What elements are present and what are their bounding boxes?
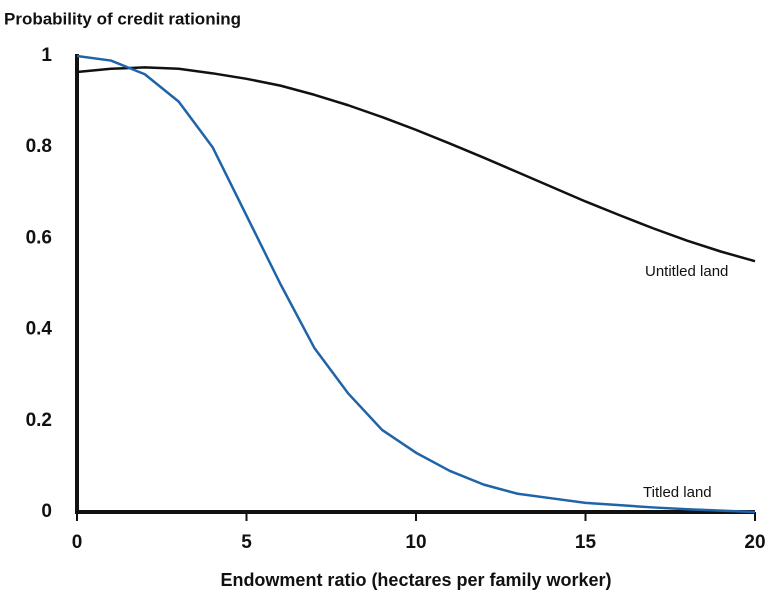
x-tick-label: 20: [744, 532, 765, 553]
x-tick-label: 10: [405, 532, 426, 553]
y-tick-label: 0.6: [26, 227, 52, 248]
y-tick-label: 0.4: [26, 319, 53, 340]
x-tick-label: 0: [72, 532, 83, 553]
series-label: Titled land: [643, 484, 712, 501]
x-tick-label: 15: [575, 532, 597, 553]
series-line: [76, 66, 756, 263]
y-tick-label: 0.2: [26, 410, 52, 431]
y-tick-label: 1: [41, 45, 52, 66]
x-axis-label: Endowment ratio (hectares per family wor…: [220, 570, 611, 590]
y-tick-label: 0.8: [26, 136, 52, 157]
series-line: [76, 54, 756, 514]
y-tick-label: 0: [41, 501, 52, 522]
x-tick-label: 5: [241, 532, 252, 553]
series-label: Untitled land: [645, 263, 728, 280]
chart-title: Probability of credit rationing: [4, 9, 241, 28]
